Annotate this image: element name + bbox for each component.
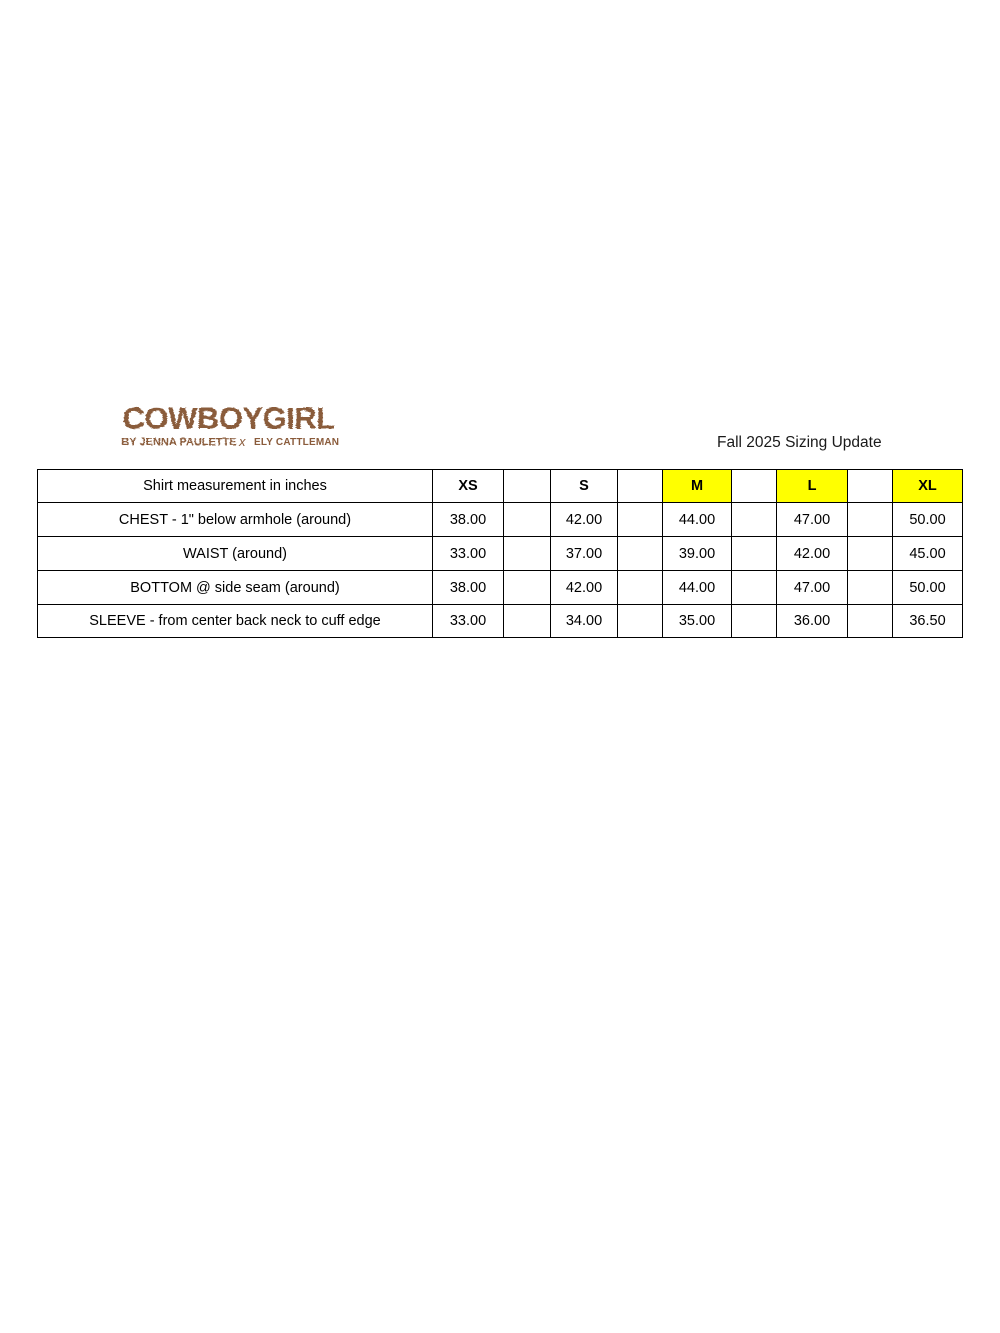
svg-text:ELY CATTLEMAN: ELY CATTLEMAN (254, 437, 339, 448)
svg-text:BY JENNA PAULETTE: BY JENNA PAULETTE (121, 436, 236, 448)
svg-text:x: x (238, 434, 246, 449)
svg-text:COWBOYGIRL: COWBOYGIRL (122, 400, 334, 435)
